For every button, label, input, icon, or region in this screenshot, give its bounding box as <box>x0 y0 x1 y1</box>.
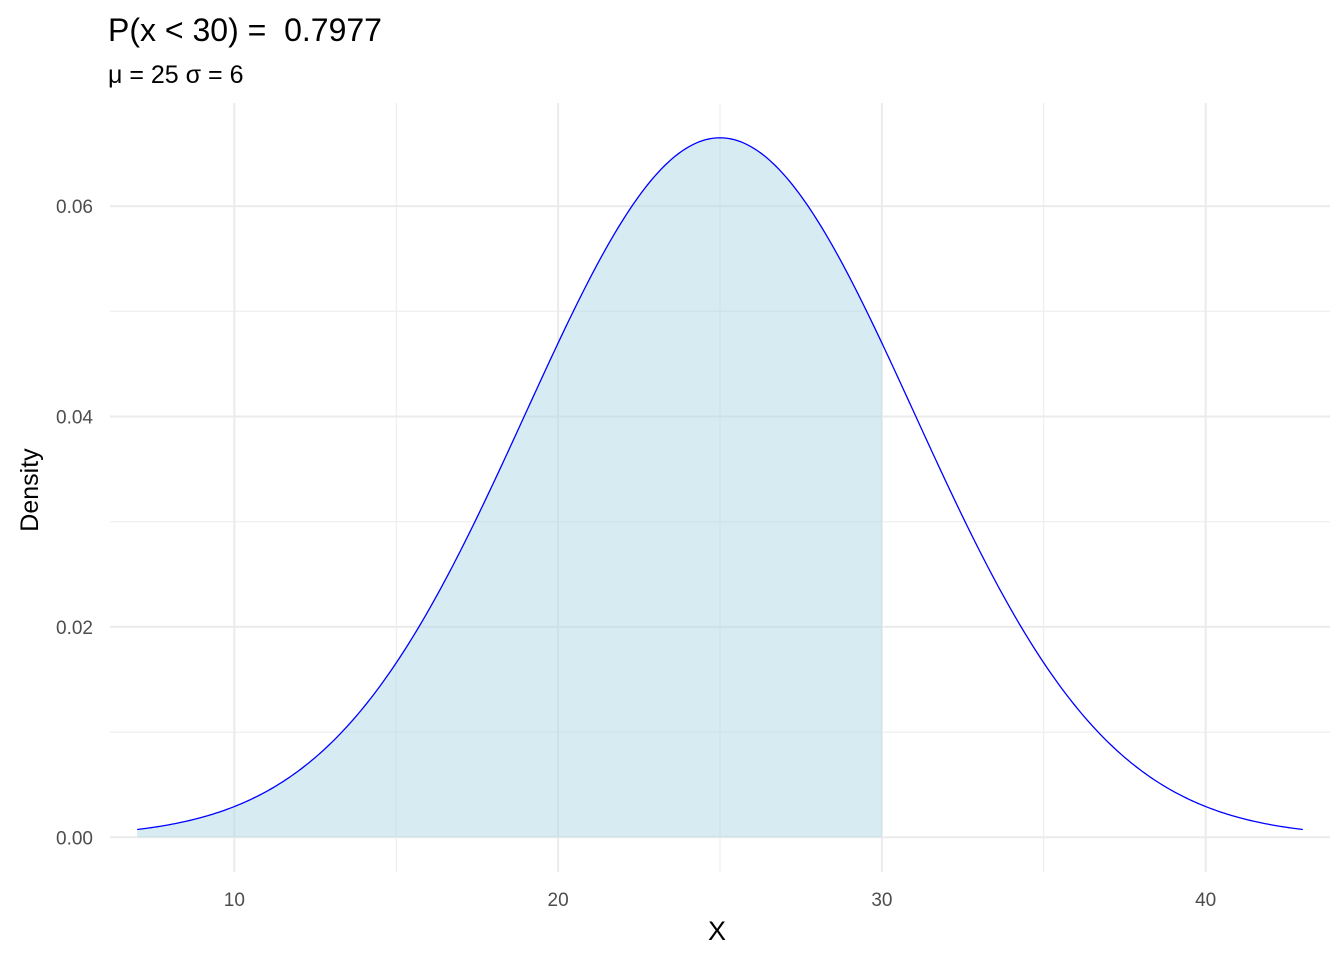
y-tick-label: 0.00 <box>56 828 93 849</box>
y-tick-label: 0.04 <box>56 407 93 428</box>
chart-subtitle: μ = 25 σ = 6 <box>108 61 244 89</box>
density-curve <box>137 137 1303 831</box>
x-tick-label: 30 <box>871 890 892 911</box>
x-tick-label: 20 <box>548 890 569 911</box>
density-curve-layer <box>137 137 1303 831</box>
y-tick-label: 0.06 <box>56 197 93 218</box>
shaded-area-layer <box>137 137 882 838</box>
y-axis-title: Density <box>16 448 44 532</box>
x-tick-label: 40 <box>1195 890 1216 911</box>
x-axis-ticks: 10 20 30 40 <box>224 890 1216 911</box>
shaded-probability-area <box>137 137 882 838</box>
x-axis-title: X <box>708 916 726 946</box>
y-axis-ticks: 0.00 0.02 0.04 0.06 <box>56 197 93 849</box>
x-tick-label: 10 <box>224 890 245 911</box>
chart-title: P(x < 30) = 0.7977 <box>108 12 382 48</box>
y-tick-label: 0.02 <box>56 618 93 639</box>
